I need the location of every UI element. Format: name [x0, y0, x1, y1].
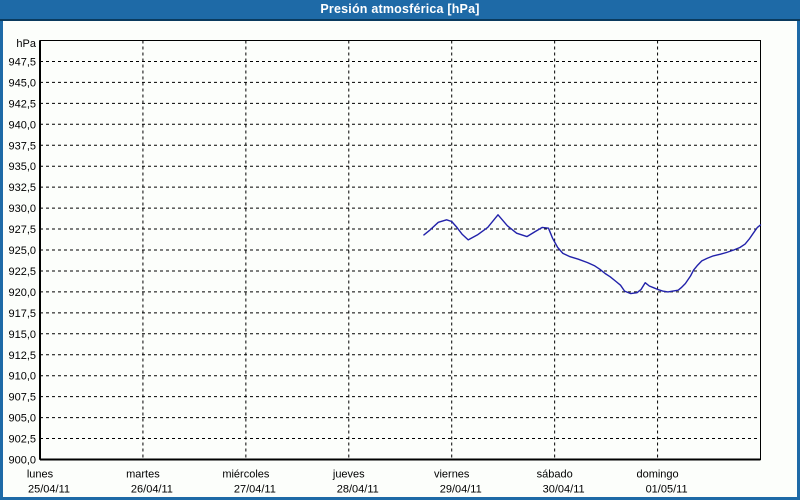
chart-title-bar: Presión atmosférica [hPa] — [0, 0, 800, 21]
x-axis-weekday-label: domingo — [636, 469, 678, 481]
x-axis-date-label: 29/04/11 — [440, 484, 482, 496]
y-axis-tick-label: 910,0 — [8, 371, 36, 383]
y-axis-tick-label: 907,5 — [8, 392, 36, 404]
chart-area: 947,5 945,0 942,5 940,0 937,5 935,0 932,5 930,0… — [3, 21, 797, 497]
x-axis-weekday-label: jueves — [332, 469, 365, 481]
y-axis-tick-label: 932,5 — [8, 182, 36, 194]
y-axis-tick-label: 945,0 — [8, 77, 36, 89]
x-axis-weekday-label: viernes — [434, 469, 470, 481]
y-axis-tick-label: 922,5 — [8, 266, 36, 278]
x-axis-weekday-label: miércoles — [222, 469, 270, 481]
y-axis-tick-label: 937,5 — [8, 140, 36, 152]
y-axis-tick-label: 930,0 — [8, 203, 36, 215]
y-axis-tick-label: 927,5 — [8, 224, 36, 236]
y-axis-tick-label: 905,0 — [8, 413, 36, 425]
x-axis-date-label: 28/04/11 — [337, 484, 379, 496]
x-axis-date-label: 27/04/11 — [234, 484, 276, 496]
pressure-line-chart: 947,5 945,0 942,5 940,0 937,5 935,0 932,5 930,0… — [8, 38, 762, 496]
x-axis-date-label: 26/04/11 — [131, 484, 173, 496]
y-axis-tick-label: 917,5 — [8, 308, 36, 320]
y-axis-tick-label: 900,0 — [8, 455, 36, 467]
y-axis-tick-label: 940,0 — [8, 119, 36, 131]
x-axis-weekday-label: martes — [126, 469, 160, 481]
x-axis-weekday-label: lunes — [27, 469, 54, 481]
y-axis-tick-label: 920,0 — [8, 287, 36, 299]
y-axis-tick-label: 935,0 — [8, 161, 36, 173]
x-axis-date-label: 25/04/11 — [28, 484, 70, 496]
x-axis-weekday-label: sábado — [537, 469, 573, 481]
y-axis-tick-label: 912,5 — [8, 350, 36, 362]
y-axis-tick-label: 915,0 — [8, 329, 36, 341]
y-axis-tick-label: 902,5 — [8, 434, 36, 446]
pressure-series-line — [423, 214, 762, 295]
y-axis-tick-label: 942,5 — [8, 98, 36, 110]
y-axis-tick-label: 947,5 — [8, 56, 36, 68]
y-axis-tick-label: 925,0 — [8, 245, 36, 257]
x-axis-date-label: 01/05/11 — [646, 484, 688, 496]
y-axis-unit-label: hPa — [16, 38, 36, 50]
x-axis-date-label: 30/04/11 — [543, 484, 585, 496]
chart-title: Presión atmosférica [hPa] — [320, 2, 480, 16]
